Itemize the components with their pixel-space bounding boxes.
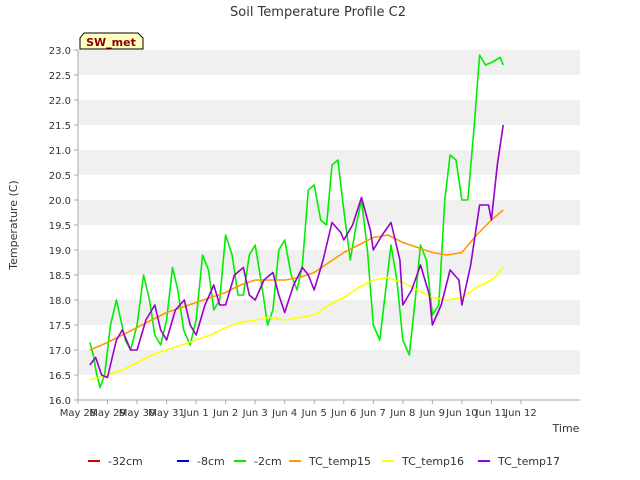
x-tick-label: Jun 4 (271, 408, 297, 419)
x-tick-label: Jun 10 (445, 408, 478, 419)
legend-item: TC_temp15 (289, 455, 371, 468)
grid-band (78, 350, 580, 375)
chart-title: Soil Temperature Profile C2 (230, 5, 406, 20)
x-tick-label: Jun 7 (360, 408, 386, 419)
y-tick-label: 16.0 (49, 396, 71, 407)
y-tick-label: 21.0 (49, 146, 71, 157)
legend-item: -2cm (234, 455, 282, 468)
x-tick-label: Jun 3 (242, 408, 268, 419)
x-tick-label: Jun 1 (183, 408, 209, 419)
x-tick-label: Jun 2 (212, 408, 238, 419)
y-tick-label: 22.5 (49, 71, 71, 82)
y-tick-label: 22.0 (49, 96, 71, 107)
y-axis-ticks: 16.0 16.5 17.0 17.5 18.0 18.5 19.0 19.5 20.0 20.5… (49, 46, 78, 407)
y-tick-label: 18.5 (49, 271, 71, 282)
x-tick-label: May 30 (119, 408, 156, 419)
x-tick-label: Jun 6 (330, 408, 356, 419)
series-line-tc-temp16 (89, 267, 504, 381)
legend-item: -32cm (88, 455, 143, 468)
legend-label: -32cm (108, 455, 143, 468)
legend-label: -2cm (254, 455, 282, 468)
y-tick-label: 17.5 (49, 321, 71, 332)
grid-band (78, 150, 580, 175)
y-tick-label: 18.0 (49, 296, 71, 307)
annotation-box (79, 32, 144, 50)
x-tick-label: Jun 5 (301, 408, 327, 419)
y-tick-label: 20.0 (49, 196, 71, 207)
grid-band (78, 50, 580, 75)
annotation-text: SW_met (86, 36, 136, 49)
y-axis-label: Temperature (C) (7, 180, 20, 270)
y-tick-label: 21.5 (49, 121, 71, 132)
x-tick-label: Jun 8 (389, 408, 415, 419)
legend-label: TC_temp16 (401, 455, 464, 468)
x-tick-label: May 28 (60, 408, 97, 419)
legend-label: TC_temp17 (497, 455, 560, 468)
y-tick-label: 19.0 (49, 246, 71, 257)
y-tick-label: 23.0 (49, 46, 71, 57)
legend-label: TC_temp15 (308, 455, 371, 468)
x-tick-label: Jun 11 (475, 408, 508, 419)
x-tick-label: Jun 12 (504, 408, 537, 419)
x-tick-label: May 31 (148, 408, 185, 419)
legend-item: TC_temp16 (382, 455, 464, 468)
series-line-tc-temp15 (89, 209, 504, 351)
grid-band (78, 100, 580, 125)
y-tick-label: 19.5 (49, 221, 71, 232)
sw-met-annotation: SW_met (79, 32, 144, 50)
legend-label: -8cm (197, 455, 225, 468)
x-axis-label: Time (552, 422, 580, 435)
y-tick-label: 20.5 (49, 171, 71, 182)
legend-item: TC_temp17 (478, 455, 560, 468)
series-line-tc-temp17 (89, 124, 504, 379)
legend-item: -8cm (177, 455, 225, 468)
legend: -32cm -8cm -2cm TC_temp15 TC_temp16 TC_temp17 (88, 455, 560, 468)
x-tick-label: May 29 (89, 408, 126, 419)
x-tick-label: Jun 9 (419, 408, 445, 419)
y-tick-label: 17.0 (49, 346, 71, 357)
series-layer (89, 54, 504, 389)
y-tick-label: 16.5 (49, 371, 71, 382)
